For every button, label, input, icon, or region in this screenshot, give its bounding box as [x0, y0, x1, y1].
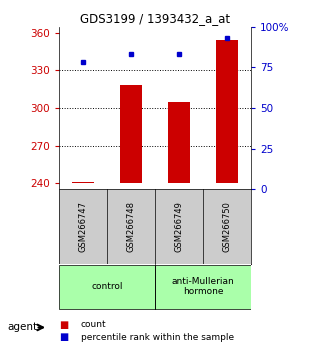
- Text: GSM266750: GSM266750: [223, 201, 232, 252]
- Text: GSM266749: GSM266749: [175, 201, 184, 252]
- Bar: [216, 40, 238, 183]
- Text: ■: ■: [59, 332, 68, 342]
- Text: GSM266747: GSM266747: [78, 201, 87, 252]
- Bar: [168, 102, 190, 183]
- Text: count: count: [81, 320, 106, 329]
- Text: anti-Mullerian
hormone: anti-Mullerian hormone: [172, 277, 234, 296]
- Text: control: control: [91, 282, 123, 291]
- Bar: [120, 85, 142, 183]
- Text: GSM266748: GSM266748: [126, 201, 135, 252]
- Text: agent: agent: [8, 322, 38, 332]
- Bar: [155, 265, 251, 309]
- Text: GDS3199 / 1393432_a_at: GDS3199 / 1393432_a_at: [80, 12, 230, 25]
- Bar: [59, 265, 155, 309]
- Bar: [72, 182, 94, 183]
- Text: percentile rank within the sample: percentile rank within the sample: [81, 332, 234, 342]
- Text: ■: ■: [59, 320, 68, 330]
